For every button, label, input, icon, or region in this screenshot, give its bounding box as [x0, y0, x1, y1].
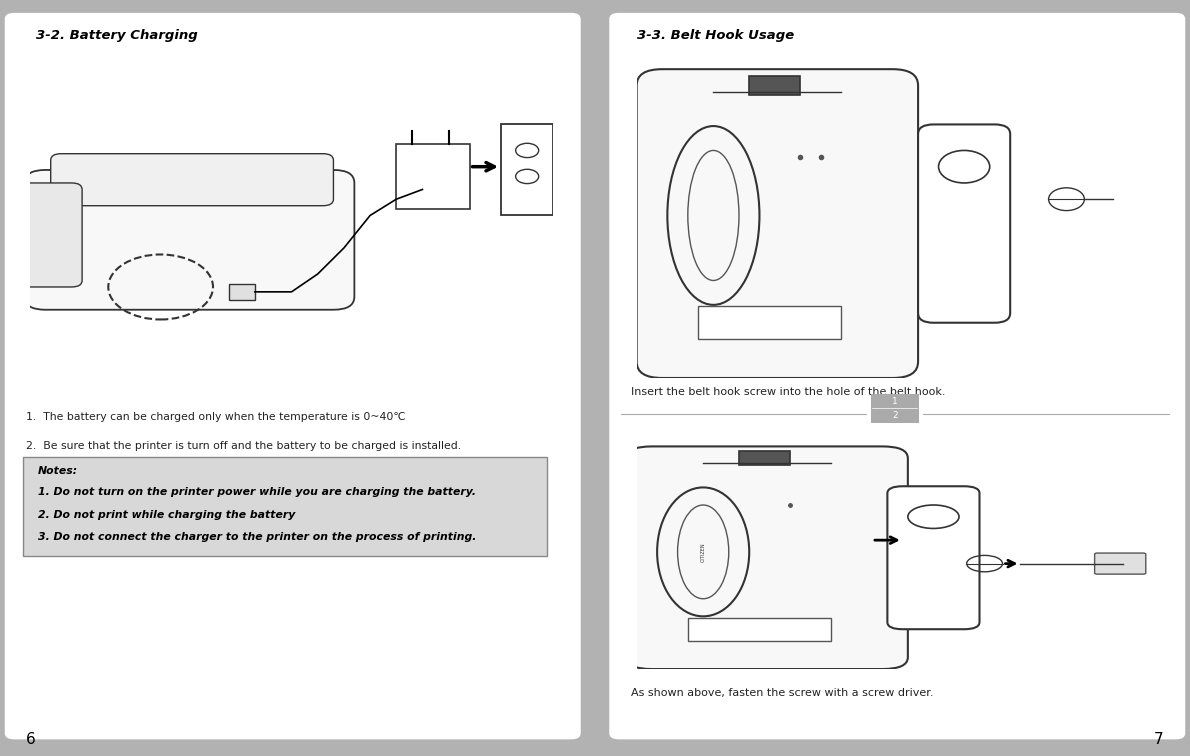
- FancyBboxPatch shape: [626, 446, 908, 669]
- Text: 1.  The battery can be charged only when the temperature is 0~40℃: 1. The battery can be charged only when …: [26, 412, 406, 422]
- Text: 2.  Be sure that the printer is turn off and the battery to be charged is instal: 2. Be sure that the printer is turn off …: [26, 441, 462, 451]
- FancyBboxPatch shape: [888, 486, 979, 629]
- FancyBboxPatch shape: [51, 153, 333, 206]
- Text: CITIZEN: CITIZEN: [701, 542, 706, 562]
- Bar: [750, 76, 801, 95]
- Text: 3-2. Battery Charging: 3-2. Battery Charging: [36, 29, 198, 42]
- Text: 3.  Connect the charger to the printer.: 3. Connect the charger to the printer.: [26, 469, 234, 479]
- Text: 3-3. Belt Hook Usage: 3-3. Belt Hook Usage: [637, 29, 794, 42]
- Text: 1. Do not turn on the printer power while you are charging the battery.: 1. Do not turn on the printer power whil…: [38, 487, 476, 497]
- Text: 1: 1: [892, 397, 897, 406]
- Text: 4.  Recharging will now be started.: 4. Recharging will now be started.: [26, 498, 215, 508]
- FancyBboxPatch shape: [609, 13, 1185, 739]
- Text: 6: 6: [26, 732, 36, 747]
- Text: As shown above, fasten the screw with a screw driver.: As shown above, fasten the screw with a …: [631, 688, 933, 698]
- Bar: [501, 125, 553, 215]
- Text: 3. Do not connect the charger to the printer on the process of printing.: 3. Do not connect the charger to the pri…: [38, 532, 476, 542]
- FancyBboxPatch shape: [25, 170, 355, 310]
- Text: 7: 7: [1154, 732, 1164, 747]
- FancyBboxPatch shape: [1095, 553, 1146, 574]
- Bar: [739, 451, 790, 465]
- FancyBboxPatch shape: [23, 457, 547, 556]
- Bar: [688, 618, 831, 641]
- Text: Notes:: Notes:: [38, 466, 79, 476]
- Bar: [396, 144, 470, 209]
- Text: 2: 2: [892, 411, 897, 420]
- Bar: [699, 306, 841, 339]
- Bar: [228, 284, 255, 300]
- FancyBboxPatch shape: [5, 13, 581, 739]
- Text: 2. Do not print while charging the battery: 2. Do not print while charging the batte…: [38, 510, 295, 519]
- Text: Insert the belt hook screw into the hole of the belt hook.: Insert the belt hook screw into the hole…: [631, 387, 945, 397]
- FancyBboxPatch shape: [919, 125, 1010, 323]
- FancyBboxPatch shape: [19, 183, 82, 287]
- FancyBboxPatch shape: [637, 70, 919, 378]
- FancyBboxPatch shape: [871, 394, 919, 423]
